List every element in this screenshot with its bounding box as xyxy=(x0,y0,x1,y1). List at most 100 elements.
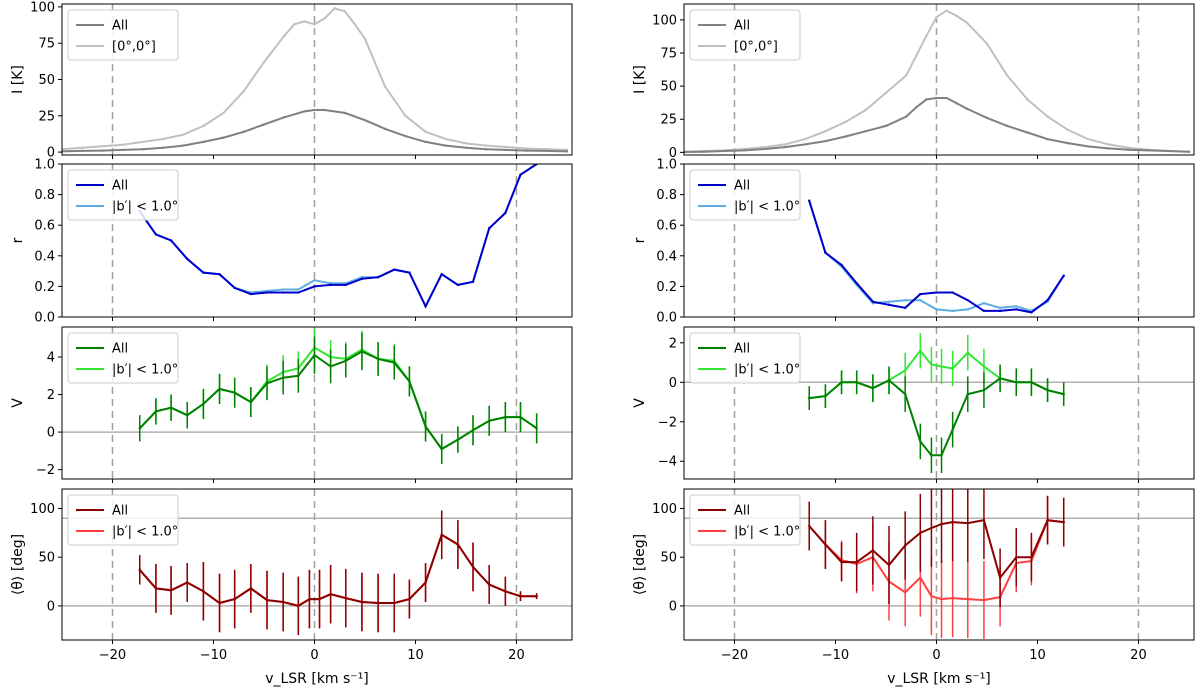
y-axis-label: V xyxy=(632,398,648,408)
data-point xyxy=(824,139,827,143)
x-tick-label: 10 xyxy=(1029,648,1046,663)
data-point xyxy=(965,107,968,110)
data-point xyxy=(404,114,407,117)
data-point xyxy=(440,533,443,536)
data-point xyxy=(803,137,807,141)
data-point xyxy=(887,563,891,567)
data-point xyxy=(844,135,847,138)
data-point xyxy=(884,91,888,94)
legend: All |b′| < 1.0° xyxy=(689,494,801,546)
panel-left-V: −2 0 2 4 V All |b′| < 1.0° xyxy=(10,326,573,483)
data-point xyxy=(915,106,918,109)
data-point xyxy=(844,120,847,124)
data-point xyxy=(940,522,943,526)
data-point xyxy=(945,96,948,100)
data-point xyxy=(1062,392,1065,396)
data-point xyxy=(1026,98,1029,101)
y-tick-label: 0.0 xyxy=(34,311,55,326)
y-tick-label: 100 xyxy=(652,502,677,517)
y-tick-label: 0.2 xyxy=(34,280,55,295)
data-point xyxy=(313,108,316,112)
series-subset xyxy=(62,7,569,152)
legend-label: All xyxy=(112,342,128,357)
plot-area xyxy=(684,489,1194,640)
data-point xyxy=(903,544,907,547)
y-tick-label: 25 xyxy=(660,113,677,128)
data-point xyxy=(249,587,253,590)
data-point xyxy=(951,291,954,294)
data-point xyxy=(1167,149,1170,153)
data-point xyxy=(313,279,316,282)
data-point xyxy=(1046,518,1049,522)
legend: All [0°,0°] xyxy=(689,9,801,61)
data-point xyxy=(840,560,843,564)
legend-box xyxy=(689,169,801,221)
data-point xyxy=(1030,381,1033,384)
panel-right-V: −4 −2 0 2 V All |b′| < 1.0° xyxy=(632,326,1195,483)
data-point xyxy=(181,144,185,147)
data-point xyxy=(1015,381,1018,384)
data-point xyxy=(360,600,364,604)
data-point xyxy=(222,136,225,139)
data-point xyxy=(966,521,969,525)
data-point xyxy=(998,309,1002,313)
data-point xyxy=(535,594,538,598)
data-point xyxy=(487,583,491,586)
data-point xyxy=(903,306,907,310)
data-point xyxy=(242,89,245,93)
data-point xyxy=(887,300,891,303)
data-point xyxy=(313,285,316,288)
y-tick-label: 2 xyxy=(47,388,55,403)
data-point xyxy=(982,518,986,522)
data-point xyxy=(313,23,316,26)
y-tick-label: 50 xyxy=(660,551,677,566)
data-point xyxy=(424,425,427,428)
data-point xyxy=(951,367,954,370)
data-point xyxy=(982,598,986,602)
data-point xyxy=(940,365,943,368)
data-point xyxy=(884,124,888,128)
data-point xyxy=(297,374,300,377)
legend-box xyxy=(67,332,179,384)
data-point xyxy=(262,123,266,126)
series-line xyxy=(809,377,1064,457)
panel-frame xyxy=(61,326,573,480)
x-tick-label: 20 xyxy=(1130,648,1147,663)
data-point xyxy=(281,376,285,379)
data-point xyxy=(444,137,447,141)
data-point xyxy=(887,379,891,382)
data-point xyxy=(1015,555,1018,559)
data-point xyxy=(376,357,380,361)
data-point xyxy=(505,145,508,149)
y-axis-label: I [K] xyxy=(632,65,648,94)
legend: All |b′| < 1.0° xyxy=(67,494,179,546)
panel-frame xyxy=(61,488,573,641)
data-point xyxy=(456,438,460,441)
data-point xyxy=(702,150,706,153)
data-point xyxy=(982,388,986,392)
data-point xyxy=(303,20,306,23)
data-point xyxy=(471,565,475,569)
data-point xyxy=(202,590,205,593)
legend-box xyxy=(67,169,179,221)
data-point xyxy=(333,7,336,10)
data-point xyxy=(1127,146,1130,149)
data-point xyxy=(169,406,173,409)
data-point xyxy=(504,415,507,419)
data-point xyxy=(940,597,943,601)
data-point xyxy=(169,589,173,592)
data-point xyxy=(487,227,491,230)
x-tick-label: −10 xyxy=(822,648,849,663)
data-point xyxy=(484,144,488,147)
legend-label: |b′| < 1.0° xyxy=(112,200,178,215)
data-point xyxy=(903,369,907,372)
data-point xyxy=(383,85,387,88)
data-point xyxy=(919,349,922,352)
legend-label: All xyxy=(734,342,750,357)
legend-box xyxy=(689,332,801,384)
data-point xyxy=(824,543,827,546)
data-point xyxy=(855,282,858,285)
data-point xyxy=(464,146,468,149)
data-point xyxy=(545,147,548,151)
data-point xyxy=(169,239,173,242)
